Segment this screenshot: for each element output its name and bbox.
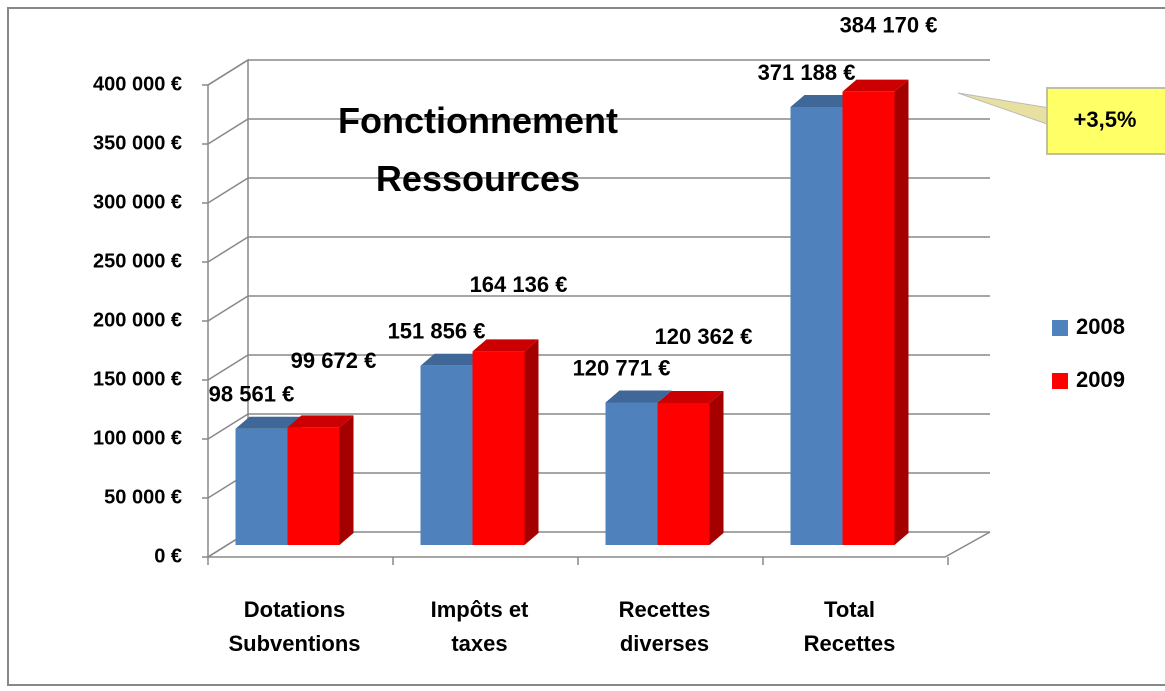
callout-box <box>1046 87 1165 155</box>
annotation: +3,5% <box>1074 107 1137 132</box>
bar <box>842 91 895 546</box>
bar-top <box>605 390 672 403</box>
bar <box>420 365 473 545</box>
value-label: 371 188 € <box>758 60 856 85</box>
bar <box>790 106 843 545</box>
bar-top <box>287 415 354 428</box>
legend-label: 2008 <box>1076 314 1125 339</box>
legend-label: 2009 <box>1076 367 1125 392</box>
y-tick-label: 200 000 € <box>93 309 182 331</box>
grid-line <box>207 118 990 145</box>
bar-side <box>894 79 909 546</box>
bar <box>287 427 340 545</box>
y-tick-label: 250 000 € <box>93 250 182 272</box>
legend-swatch <box>1052 373 1068 389</box>
x-tick-label: Total Recettes <box>803 597 896 656</box>
floor <box>208 531 991 558</box>
bar <box>657 402 710 545</box>
y-tick-label: 0 € <box>154 545 182 567</box>
y-tick-label: 300 000 € <box>93 191 182 213</box>
x-tick-label: Impôts et taxes <box>430 597 529 656</box>
x-tick-label: Dotations Subventions <box>228 597 361 656</box>
value-label: 98 561 € <box>209 382 295 407</box>
bar-top <box>790 94 857 107</box>
bar-top <box>472 339 539 352</box>
grid-line <box>207 236 990 263</box>
value-label: 99 672 € <box>291 348 377 373</box>
legend-swatch <box>1052 320 1068 336</box>
value-label: 384 170 € <box>840 12 938 37</box>
y-tick-label: 150 000 € <box>93 368 182 390</box>
grid-line <box>207 413 990 440</box>
value-label: 120 362 € <box>655 324 753 349</box>
grid-line <box>207 59 990 86</box>
y-tick-label: 400 000 € <box>93 73 182 95</box>
bar-top <box>420 353 487 366</box>
bar <box>235 428 288 545</box>
frame <box>7 7 1165 686</box>
bar <box>605 402 658 545</box>
y-tick-label: 100 000 € <box>93 427 182 449</box>
callout-pointer <box>957 92 1051 126</box>
grid-line <box>207 295 990 322</box>
bar-side <box>339 415 354 545</box>
x-tick-label: Recettes diverses <box>618 597 711 656</box>
bar-side <box>524 339 539 545</box>
bar <box>472 351 525 545</box>
grid-line <box>207 354 990 381</box>
value-label: 151 856 € <box>388 319 486 344</box>
bar-top <box>657 390 724 403</box>
bar-top <box>842 79 909 92</box>
y-tick-label: 350 000 € <box>93 132 182 154</box>
y-tick-label: 50 000 € <box>104 486 182 508</box>
bar-top <box>235 416 302 429</box>
bar-side <box>709 390 724 545</box>
chart-title: Fonctionnement Ressources <box>338 100 618 199</box>
value-label: 164 136 € <box>470 272 568 297</box>
grid-line <box>207 177 990 204</box>
value-label: 120 771 € <box>573 355 671 380</box>
